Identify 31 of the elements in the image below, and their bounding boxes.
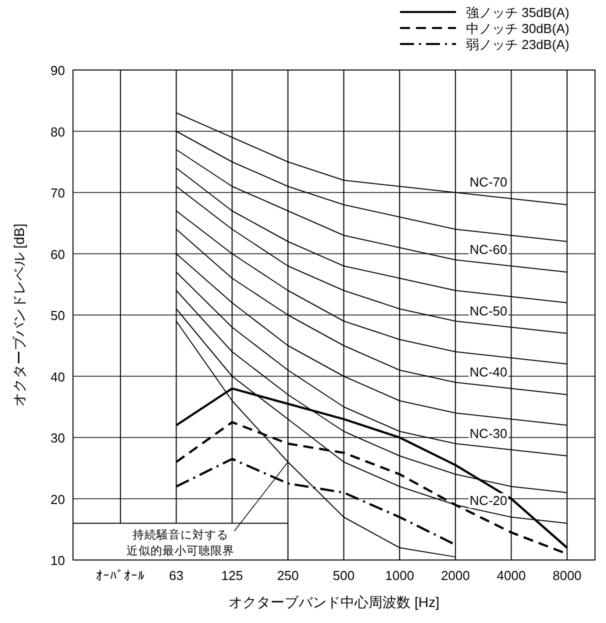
annotation: NC-60 xyxy=(470,242,508,257)
x-tick-label: 500 xyxy=(332,568,355,583)
x-tick-label: 63 xyxy=(169,568,184,583)
x-tick-label: 250 xyxy=(277,568,299,583)
x-tick-label: 4000 xyxy=(496,568,526,583)
y-tick-label: 30 xyxy=(50,430,65,446)
y-tick-label: 90 xyxy=(50,63,65,78)
y-tick-label: 70 xyxy=(50,186,65,200)
x-tick-label: 8000 xyxy=(552,568,582,583)
y-tick-label: 60 xyxy=(50,246,65,262)
x-tick-label: 1000 xyxy=(385,568,414,583)
y-tick-label: 10 xyxy=(50,553,65,568)
annotation-box: 持続騒音に対する近似的最小可聴限界 xyxy=(72,462,288,560)
annotation: NC-30 xyxy=(470,426,508,441)
x-axis-title: オクターブバンド中心周波数 [Hz] xyxy=(228,594,440,610)
x-tick-label: 2000 xyxy=(440,568,470,583)
y-tick-label: 80 xyxy=(50,124,65,140)
y-axis-title: オクターブバンドレベル [dB] xyxy=(11,224,27,406)
annotation: NC-50 xyxy=(470,303,508,318)
y-tick-label: 20 xyxy=(50,492,65,507)
y-tick-label: 40 xyxy=(50,369,65,384)
annotation: 持続騒音に対する近似的最小可聴限界 xyxy=(126,527,234,558)
annotation: NC-20 xyxy=(470,493,508,508)
annotation: NC-70 xyxy=(470,174,508,190)
x-tick-label: ｵｰﾊﾞｵｰﾙ xyxy=(96,568,145,583)
annotation: NC-40 xyxy=(470,364,508,380)
legend-label: 中ノッチ 30dB(A) xyxy=(466,21,570,36)
y-tick-label: 50 xyxy=(50,308,65,323)
legend-label: 強ノッチ 35dB(A) xyxy=(466,5,570,20)
x-tick-label: 125 xyxy=(221,568,243,583)
legend-label: 弱ノッチ 23dB(A) xyxy=(466,37,570,52)
